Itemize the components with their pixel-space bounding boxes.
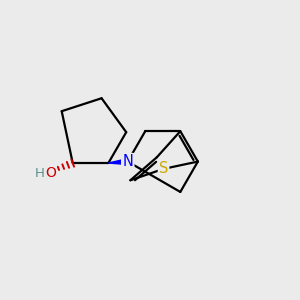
Text: N: N (122, 154, 133, 169)
Polygon shape (108, 159, 128, 164)
Text: S: S (159, 161, 168, 176)
Text: N: N (122, 154, 133, 169)
Text: O: O (45, 166, 56, 180)
Text: H: H (34, 167, 44, 180)
